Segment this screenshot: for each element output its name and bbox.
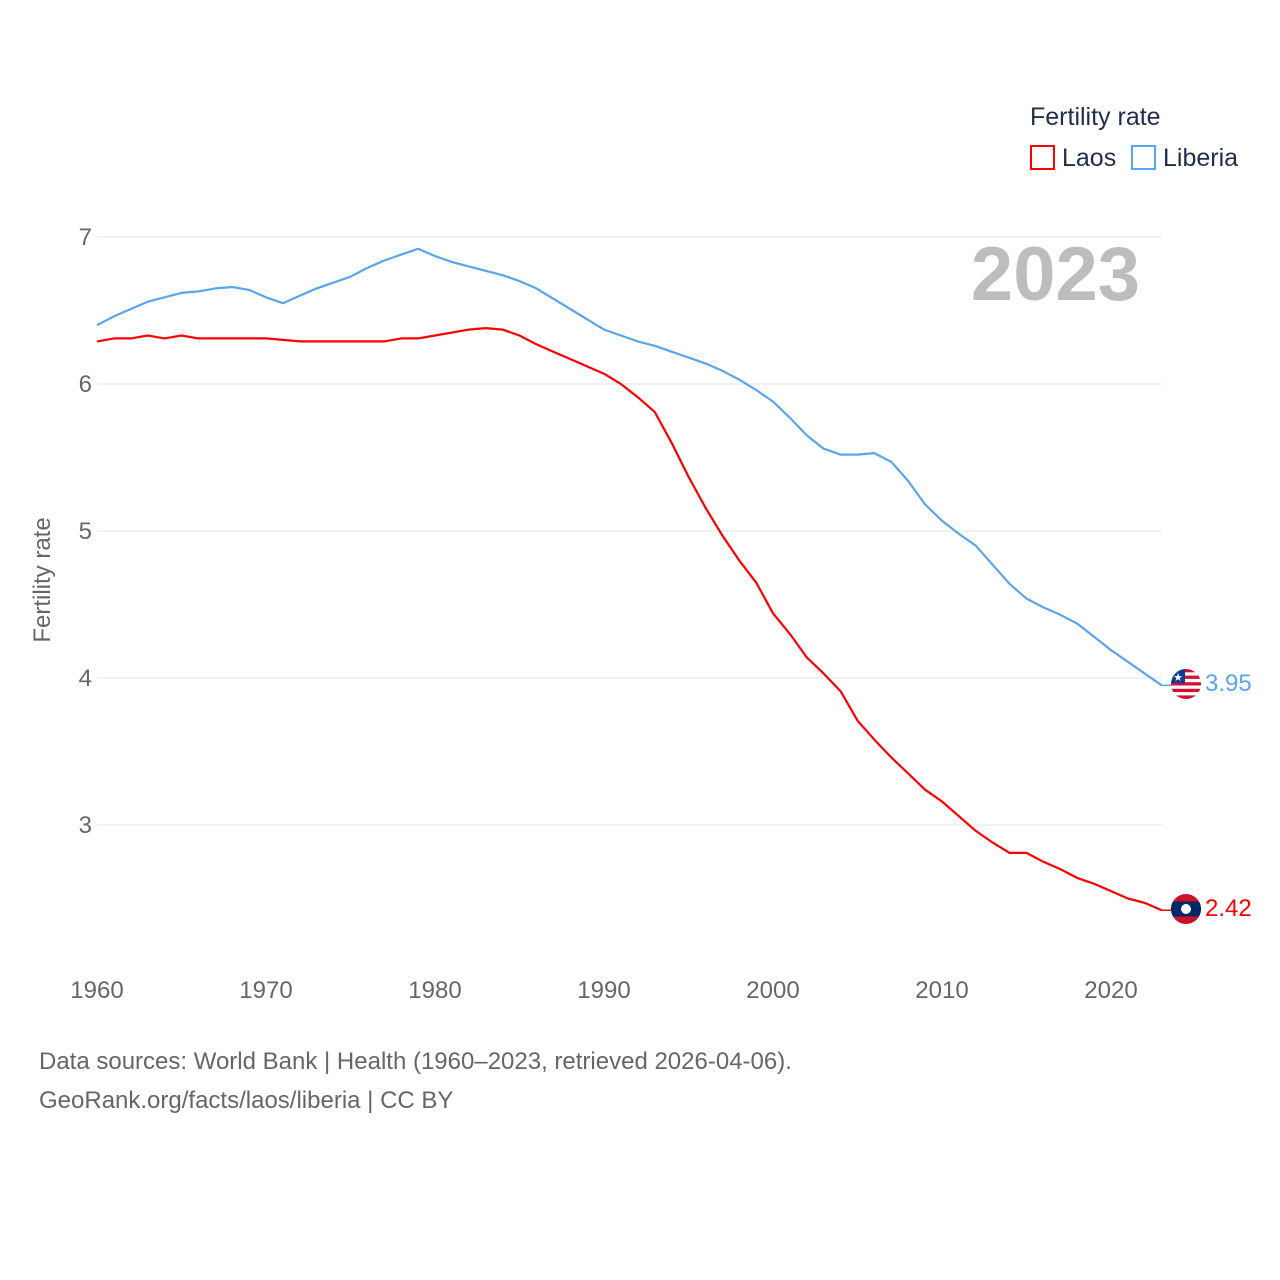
grid-lines bbox=[97, 236, 1162, 826]
x-tick-label: 1980 bbox=[408, 977, 461, 1004]
laos-flag-icon bbox=[1171, 894, 1201, 924]
x-tick-label: 2000 bbox=[746, 977, 799, 1004]
legend-swatch-laos bbox=[1030, 145, 1055, 170]
series-line-liberia bbox=[96, 247, 1163, 687]
y-tick-label: 5 bbox=[79, 518, 92, 545]
y-tick-label: 7 bbox=[79, 224, 92, 251]
footer-source: Data sources: World Bank | Health (1960–… bbox=[39, 1048, 792, 1075]
legend-label-liberia[interactable]: Liberia bbox=[1163, 144, 1238, 172]
legend-swatch-liberia bbox=[1131, 145, 1156, 170]
y-axis-label: Fertility rate bbox=[29, 517, 56, 642]
x-tick-label: 1960 bbox=[70, 977, 123, 1004]
x-tick-label: 1990 bbox=[577, 977, 630, 1004]
y-tick-label: 4 bbox=[79, 665, 92, 692]
x-tick-label: 2010 bbox=[915, 977, 968, 1004]
end-label-liberia: 3.95 bbox=[1205, 670, 1252, 697]
y-axis-ticks: 3 4 5 6 7 bbox=[79, 224, 92, 839]
legend-label-laos[interactable]: Laos bbox=[1062, 144, 1116, 172]
legend-title: Fertility rate bbox=[1030, 103, 1161, 131]
footer-link[interactable]: GeoRank.org/facts/laos/liberia | CC BY bbox=[39, 1087, 453, 1114]
y-tick-label: 3 bbox=[79, 812, 92, 839]
end-label-laos: 2.42 bbox=[1205, 895, 1252, 922]
x-axis-ticks: 1960 1970 1980 1990 2000 2010 2020 bbox=[70, 977, 1137, 1004]
legend: Fertility rate Laos Liberia bbox=[1030, 103, 1238, 172]
svg-text:★: ★ bbox=[1173, 672, 1183, 684]
x-tick-label: 1970 bbox=[239, 977, 292, 1004]
year-label: 2023 bbox=[971, 232, 1140, 317]
series-line-laos bbox=[96, 327, 1163, 912]
series-lines bbox=[96, 247, 1171, 912]
x-tick-label: 2020 bbox=[1084, 977, 1137, 1004]
y-tick-label: 6 bbox=[79, 371, 92, 398]
liberia-flag-icon: ★ bbox=[1171, 669, 1201, 699]
